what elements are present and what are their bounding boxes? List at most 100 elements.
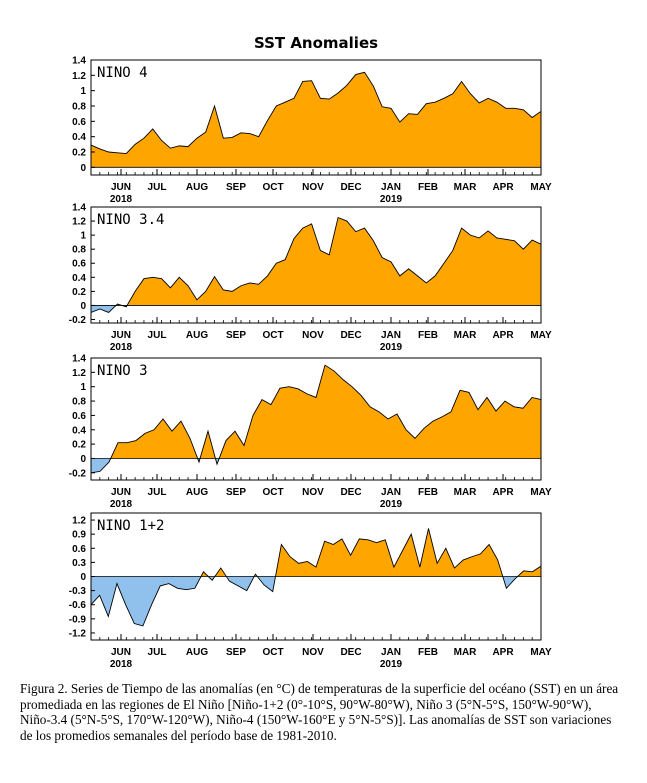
y-tick-label: -1.2 bbox=[69, 628, 87, 639]
y-tick-label: -0.2 bbox=[69, 315, 87, 326]
x-month-label: DEC bbox=[340, 647, 361, 658]
x-month-label: JUN bbox=[111, 182, 131, 193]
y-tick-label: 1 bbox=[80, 86, 86, 97]
y-tick-label: 0 bbox=[80, 163, 86, 174]
y-tick-label: -0.3 bbox=[69, 586, 87, 597]
anomaly-line bbox=[91, 364, 541, 474]
x-month-label: OCT bbox=[262, 647, 283, 658]
y-tick-label: 1.4 bbox=[72, 56, 86, 67]
negative-anomaly-area bbox=[91, 305, 128, 313]
panel-frame bbox=[90, 206, 542, 324]
x-month-label: AUG bbox=[186, 330, 208, 341]
x-month-label: SEP bbox=[226, 647, 246, 658]
x-year-label: 2018 bbox=[110, 659, 133, 670]
y-tick-label: 1.4 bbox=[72, 203, 86, 214]
y-tick-label: 0.6 bbox=[72, 117, 86, 128]
y-tick-label: 0.4 bbox=[72, 273, 86, 284]
x-month-label: APR bbox=[492, 330, 514, 341]
panel-1: -0.2 0 0.2 0.4 0.6 0.8 1 1.2 1.4 JUN JUL AUG SEP OCT N… bbox=[69, 203, 552, 354]
y-tick-label: -0.2 bbox=[69, 468, 87, 479]
anomaly-line bbox=[91, 528, 541, 627]
y-tick-label: 0.2 bbox=[72, 440, 86, 451]
panel-0: 0 0.2 0.4 0.6 0.8 1 1.2 1.4 JUN JUL AUG SEP OCT NOV DE… bbox=[72, 56, 552, 206]
chart-panels: 0 0.2 0.4 0.6 0.8 1 1.2 1.4 JUN JUL AUG SEP OCT NOV DE… bbox=[69, 56, 552, 671]
x-month-label: JUL bbox=[148, 182, 167, 193]
x-month-label: JAN bbox=[381, 487, 401, 498]
x-month-label: JUL bbox=[148, 330, 167, 341]
y-tick-label: 0.8 bbox=[72, 397, 86, 408]
x-month-label: AUG bbox=[186, 647, 208, 658]
x-month-label: AUG bbox=[186, 487, 208, 498]
panel-region-label: NINO 3.4 bbox=[97, 212, 164, 228]
x-month-label: MAY bbox=[530, 182, 552, 193]
negative-anomaly-area bbox=[91, 576, 541, 626]
panel-frame bbox=[90, 357, 542, 481]
x-year-label: 2019 bbox=[380, 342, 403, 353]
positive-anomaly-area bbox=[91, 72, 541, 168]
x-month-label: DEC bbox=[340, 330, 361, 341]
x-month-label: MAR bbox=[454, 647, 478, 658]
y-tick-label: 1.4 bbox=[72, 354, 86, 365]
y-tick-label: 0.8 bbox=[72, 102, 86, 113]
panel-region-label: NINO 3 bbox=[97, 363, 148, 379]
x-month-label: SEP bbox=[226, 182, 246, 193]
x-month-label: APR bbox=[492, 487, 514, 498]
x-year-label: 2018 bbox=[110, 499, 133, 510]
x-month-label: AUG bbox=[186, 182, 208, 193]
x-month-label: MAR bbox=[454, 487, 478, 498]
y-tick-label: 0.4 bbox=[72, 425, 86, 436]
y-tick-label: 1.2 bbox=[72, 71, 86, 82]
x-year-label: 2019 bbox=[380, 194, 403, 205]
chart-title: SST Anomalies bbox=[254, 34, 378, 52]
y-tick-label: 0.2 bbox=[72, 287, 86, 298]
x-month-label: FEB bbox=[418, 182, 438, 193]
x-month-label: FEB bbox=[418, 330, 438, 341]
y-tick-label: -0.6 bbox=[69, 600, 87, 611]
x-month-label: DEC bbox=[340, 182, 361, 193]
anomaly-line bbox=[91, 216, 541, 313]
y-tick-label: 1 bbox=[80, 382, 86, 393]
x-month-label: APR bbox=[492, 647, 514, 658]
y-tick-label: 0.6 bbox=[72, 259, 86, 270]
y-tick-label: 0.3 bbox=[72, 558, 86, 569]
x-year-label: 2019 bbox=[380, 499, 403, 510]
x-month-label: JUN bbox=[111, 487, 131, 498]
panel-3: -1.2 -0.9 -0.6 -0.3 0 0.3 0.6 0.9 1.2 JUN JUL AUG SE… bbox=[69, 512, 552, 670]
x-month-label: OCT bbox=[262, 182, 283, 193]
y-tick-label: 1.2 bbox=[72, 516, 86, 527]
positive-anomaly-area bbox=[110, 365, 541, 459]
x-month-label: JAN bbox=[381, 182, 401, 193]
x-month-label: MAY bbox=[530, 647, 552, 658]
x-month-label: JUL bbox=[148, 647, 167, 658]
positive-anomaly-area bbox=[91, 217, 541, 306]
x-month-label: MAR bbox=[454, 182, 478, 193]
y-tick-label: 0 bbox=[80, 572, 86, 583]
panel-2: -0.2 0 0.2 0.4 0.6 0.8 1 1.2 1.4 JUN JUL AUG SEP OCT N… bbox=[69, 354, 552, 511]
y-tick-label: 0.9 bbox=[72, 530, 86, 541]
x-month-label: JUL bbox=[148, 487, 167, 498]
figure-caption: Figura 2. Series de Tiempo de las anomal… bbox=[20, 681, 619, 743]
x-month-label: JAN bbox=[381, 647, 401, 658]
x-month-label: FEB bbox=[418, 487, 438, 498]
anomaly-line bbox=[91, 71, 541, 154]
x-month-label: APR bbox=[492, 182, 514, 193]
x-month-label: NOV bbox=[302, 487, 324, 498]
y-tick-label: 0.8 bbox=[72, 245, 86, 256]
y-tick-label: 0.6 bbox=[72, 544, 86, 555]
x-month-label: MAY bbox=[530, 487, 552, 498]
x-month-label: FEB bbox=[418, 647, 438, 658]
x-month-label: SEP bbox=[226, 487, 246, 498]
x-month-label: OCT bbox=[262, 330, 283, 341]
x-month-label: JAN bbox=[381, 330, 401, 341]
x-year-label: 2018 bbox=[110, 194, 133, 205]
panel-region-label: NINO 4 bbox=[97, 65, 148, 81]
sst-anomalies-figure: SST Anomalies 0 0.2 0.4 0.6 0.8 1 1.2 1.4 JUN JUL… bbox=[69, 34, 552, 671]
y-tick-label: 1.2 bbox=[72, 368, 86, 379]
panel-region-label: NINO 1+2 bbox=[97, 518, 164, 534]
y-tick-label: -0.9 bbox=[69, 614, 87, 625]
y-tick-label: 0.4 bbox=[72, 132, 86, 143]
x-month-label: JUN bbox=[111, 330, 131, 341]
x-year-label: 2018 bbox=[110, 342, 133, 353]
x-month-label: MAR bbox=[454, 330, 478, 341]
positive-anomaly-area bbox=[91, 528, 541, 577]
